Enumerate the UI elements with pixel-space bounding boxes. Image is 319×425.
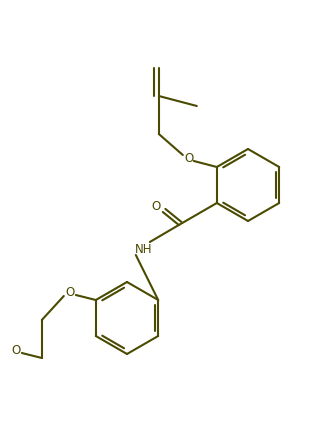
Text: O: O bbox=[151, 199, 160, 212]
Text: NH: NH bbox=[135, 243, 152, 255]
Text: O: O bbox=[184, 153, 193, 165]
Text: O: O bbox=[11, 343, 20, 357]
Text: O: O bbox=[65, 286, 74, 298]
